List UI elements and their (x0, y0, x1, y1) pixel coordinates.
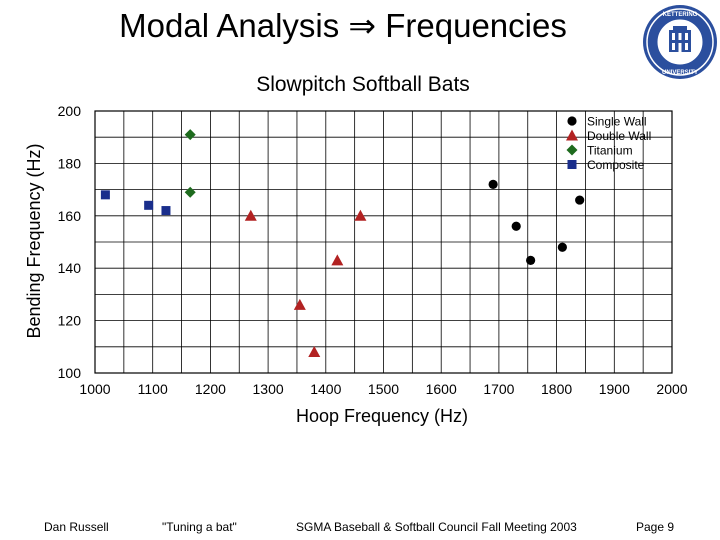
legend-label-single-wall: Single Wall (587, 115, 647, 129)
data-point-composite (144, 200, 154, 210)
footer-event: SGMA Baseball & Softball Council Fall Me… (296, 520, 577, 534)
x-tick-label: 1000 (79, 381, 110, 397)
tick-labels: 1000 1100 1200 1300 1400 1500 1600 1700 1800 1900… (58, 103, 688, 397)
data-point-double-wall (331, 254, 344, 266)
slide-title: Modal Analysis ⇒ Frequencies (119, 7, 567, 44)
x-tick-label: 1600 (426, 381, 457, 397)
x-tick-label: 1900 (599, 381, 630, 397)
plot-frame (94, 110, 673, 374)
footer-author: Dan Russell (44, 520, 109, 534)
y-tick-label: 100 (58, 365, 82, 381)
chart-title: Slowpitch Softball Bats (256, 73, 470, 96)
data-point-double-wall (354, 209, 367, 221)
data-points (100, 129, 585, 358)
x-tick-label: 1400 (310, 381, 341, 397)
legend-marker-composite (567, 160, 577, 169)
x-tick-label: 1700 (483, 381, 514, 397)
legend-marker-double-wall (566, 129, 578, 141)
data-point-double-wall (293, 298, 306, 310)
x-tick-label: 1800 (541, 381, 572, 397)
y-tick-label: 160 (58, 208, 82, 224)
y-tick-label: 200 (58, 103, 82, 119)
data-point-single-wall (557, 242, 567, 252)
data-point-single-wall (511, 221, 521, 231)
legend-label-titanium: Titanium (587, 144, 633, 158)
y-tick-label: 120 (58, 313, 82, 329)
x-axis-label: Hoop Frequency (Hz) (296, 406, 468, 426)
x-tick-label: 1100 (138, 381, 168, 397)
y-tick-label: 140 (58, 260, 82, 276)
footer-page-number: Page 9 (636, 520, 675, 534)
data-point-single-wall (526, 255, 536, 265)
data-point-double-wall (308, 346, 321, 358)
data-point-single-wall (575, 195, 585, 205)
svg-text:UNIVERSITY: UNIVERSITY (662, 70, 698, 76)
svg-text:KETTERING: KETTERING (663, 12, 698, 18)
data-point-titanium (184, 186, 196, 198)
y-tick-label: 180 (58, 155, 82, 171)
legend-label-double-wall: Double Wall (587, 129, 651, 143)
data-point-composite (100, 190, 110, 200)
x-tick-label: 1300 (253, 381, 284, 397)
legend-marker-titanium (566, 144, 578, 156)
x-tick-label: 1200 (195, 381, 226, 397)
axis-labels: Hoop Frequency (Hz) Bending Frequency (H… (24, 143, 468, 426)
legend-label-composite: Composite (587, 158, 645, 172)
x-tick-label: 2000 (656, 381, 687, 397)
footer-talk-title: "Tuning a bat" (162, 520, 237, 534)
chart-grid (94, 110, 673, 374)
university-seal-icon: KETTERING UNIVERSITY (643, 5, 717, 79)
legend-marker-single-wall (567, 116, 577, 126)
x-tick-label: 1500 (368, 381, 399, 397)
data-point-double-wall (244, 209, 257, 221)
data-point-titanium (184, 129, 196, 141)
data-point-composite (161, 206, 171, 216)
data-point-single-wall (488, 179, 498, 189)
y-axis-label: Bending Frequency (Hz) (24, 143, 44, 338)
